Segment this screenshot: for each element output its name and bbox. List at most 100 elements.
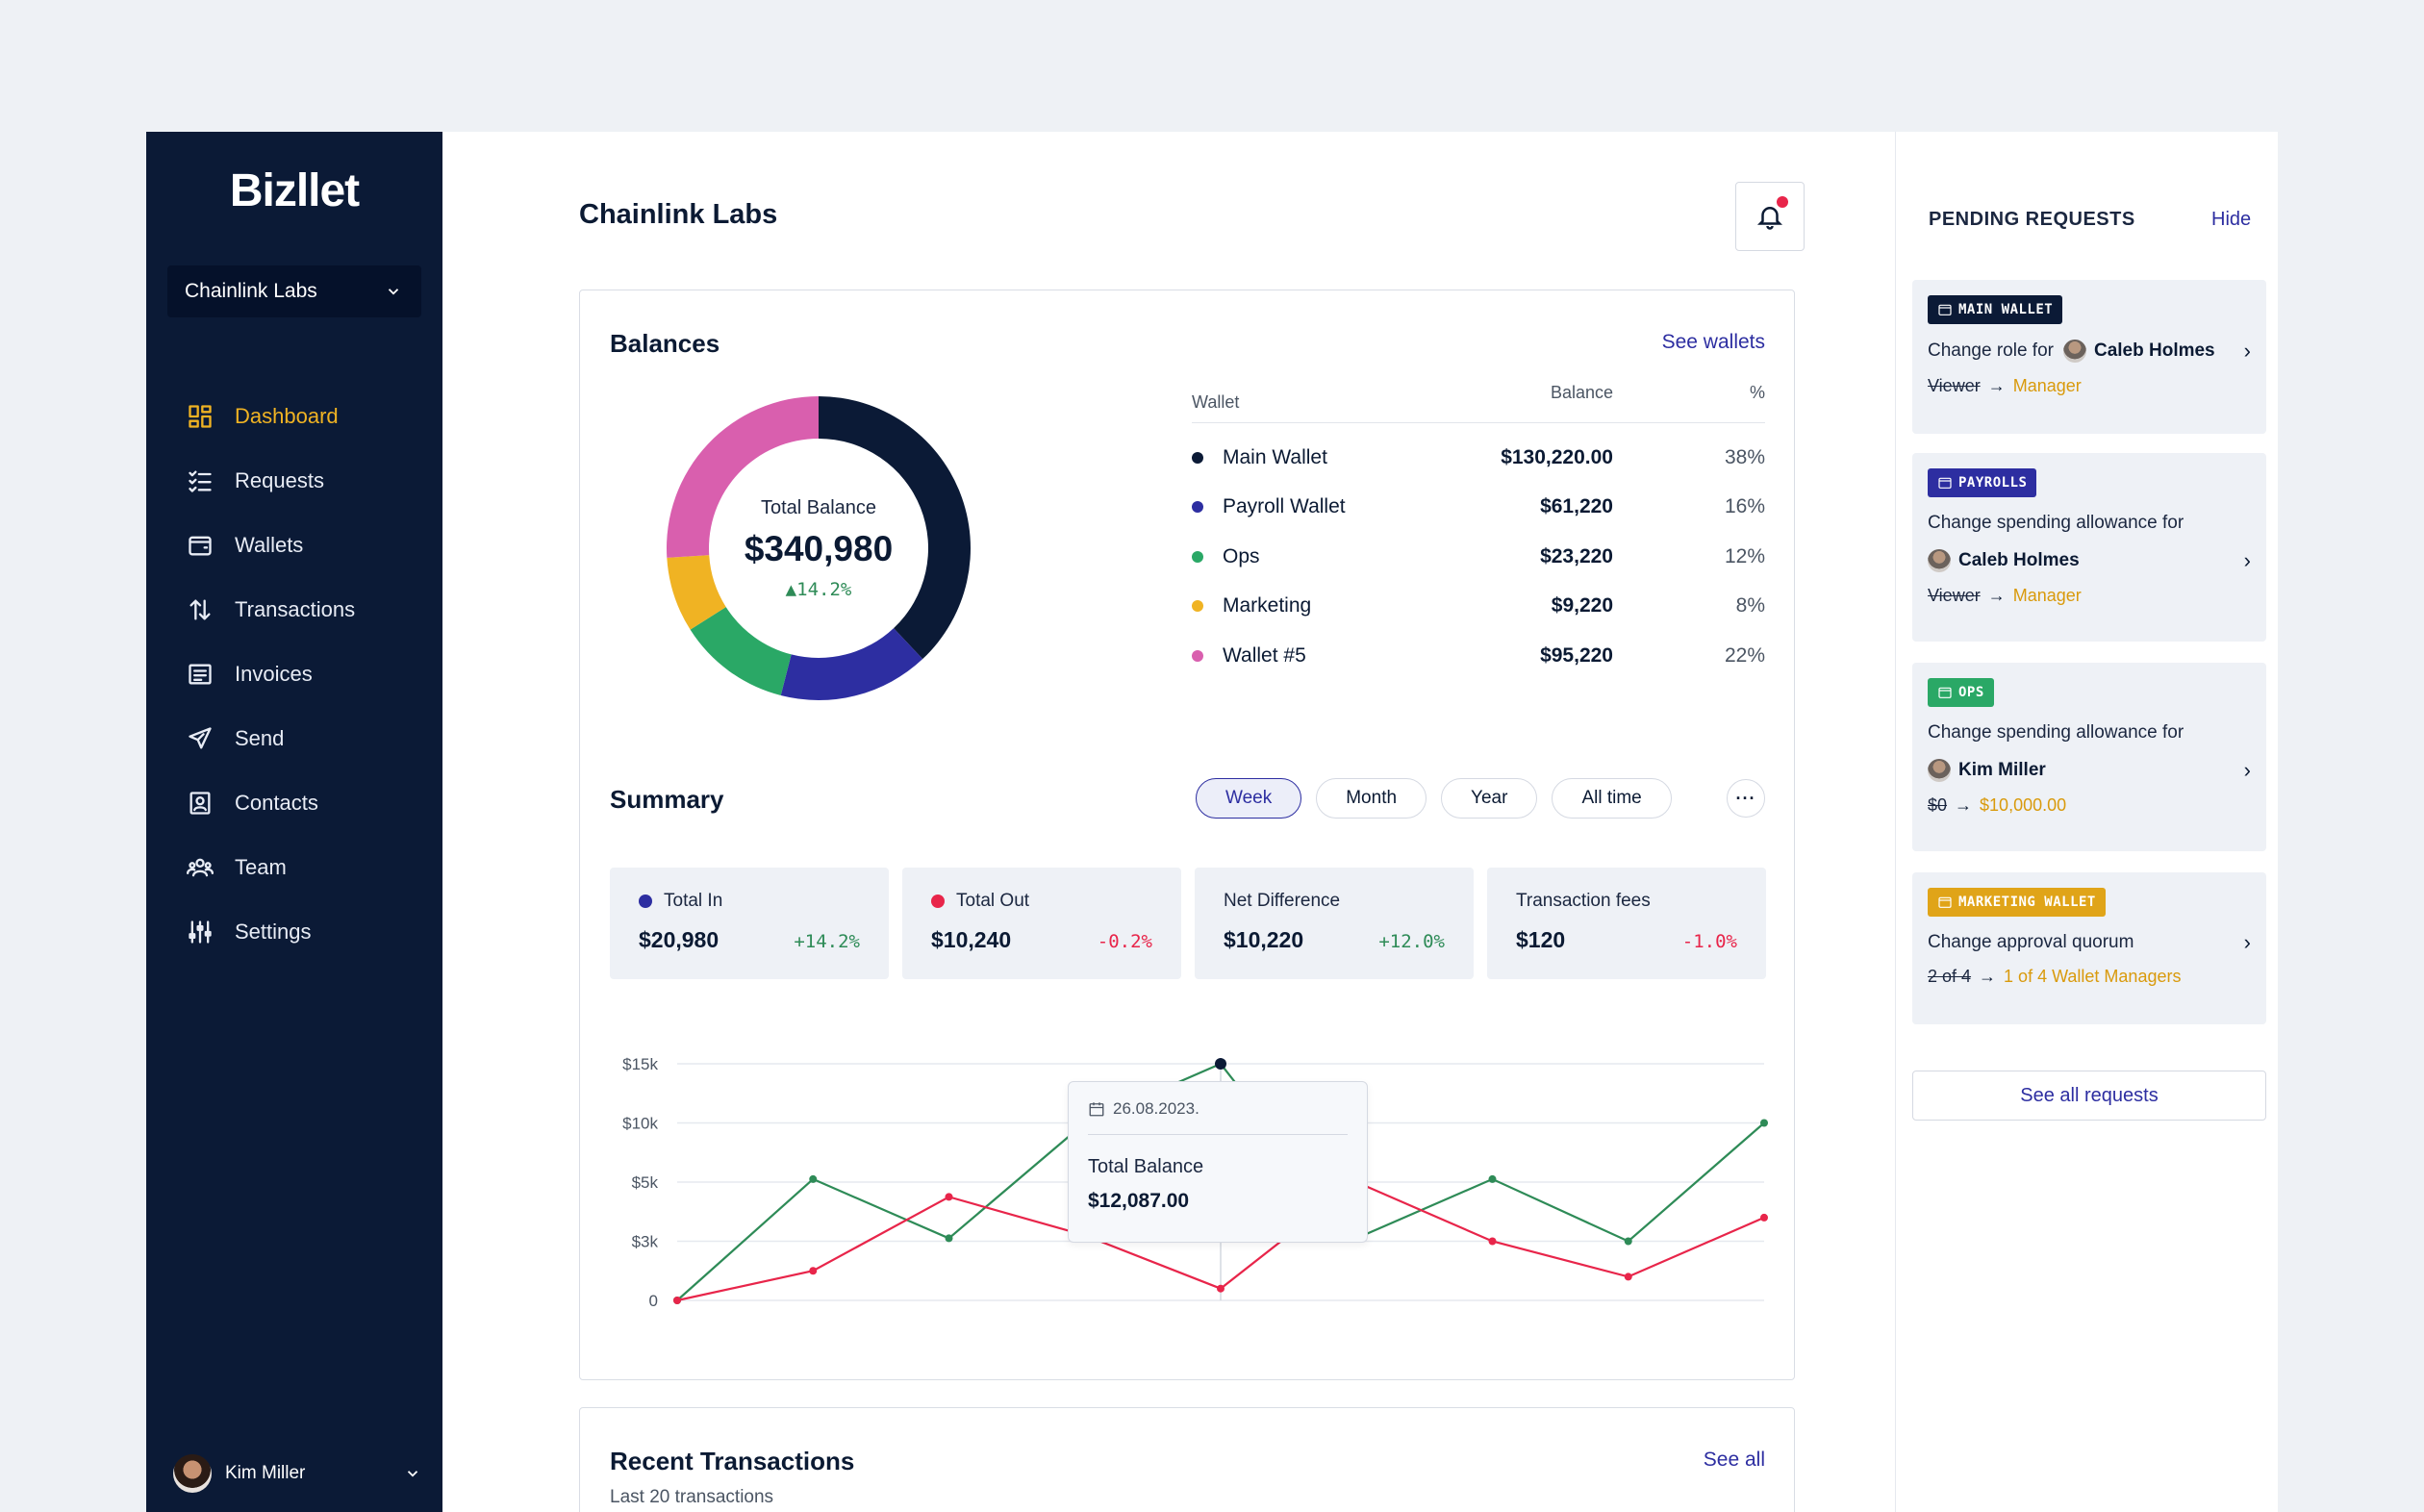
wallet-color-dot bbox=[1192, 550, 1203, 563]
wallet-row[interactable]: Ops $23,220 12% bbox=[1192, 532, 1765, 582]
data-point[interactable] bbox=[945, 1193, 953, 1201]
tab-week[interactable]: Week bbox=[1196, 778, 1302, 819]
sidebar-item-transactions[interactable]: Transactions bbox=[146, 577, 442, 642]
y-tick-label: $5k bbox=[632, 1173, 659, 1192]
tab-all-time[interactable]: All time bbox=[1552, 778, 1672, 819]
see-all-requests-button[interactable]: See all requests bbox=[1912, 1071, 2266, 1121]
arrow-right-icon: → bbox=[1987, 586, 2006, 605]
wallet-table-header: Wallet Balance % bbox=[1192, 383, 1765, 423]
tooltip-date: 26.08.2023. bbox=[1113, 1099, 1199, 1118]
notifications-button[interactable] bbox=[1735, 182, 1805, 251]
hover-point[interactable] bbox=[1215, 1058, 1226, 1070]
wallet-tag: PAYROLLS bbox=[1928, 468, 2037, 497]
pending-request-card[interactable]: MARKETING WALLET Change approval quorum › 2… bbox=[1912, 872, 2266, 1024]
summary-title: Summary bbox=[610, 785, 724, 814]
see-all-transactions-link[interactable]: See all bbox=[1703, 1449, 1765, 1471]
stat-color-dot bbox=[931, 895, 945, 908]
avatar bbox=[173, 1454, 212, 1493]
tab-year[interactable]: Year bbox=[1441, 778, 1538, 819]
request-change: 2 of 4 → 1 of 4 Wallet Managers bbox=[1928, 967, 2251, 987]
brand-logo[interactable]: Bizllet bbox=[229, 165, 360, 216]
donut-center: Total Balance $340,980 ▲14.2% bbox=[665, 394, 972, 702]
wallet-row[interactable]: Wallet #5 $95,220 22% bbox=[1192, 631, 1765, 681]
arrow-right-icon: → bbox=[1987, 376, 2006, 395]
stat-color-dot bbox=[639, 895, 652, 908]
sidebar-item-label: Transactions bbox=[235, 596, 356, 621]
requests-icon bbox=[187, 467, 214, 494]
wallet-tag-label: PAYROLLS bbox=[1958, 475, 2028, 491]
data-point[interactable] bbox=[673, 1297, 681, 1304]
transactions-icon bbox=[187, 596, 214, 623]
stat-title-row: Total In bbox=[639, 891, 860, 912]
summary-line-chart: 0 $3k $5k $10k $15k bbox=[622, 1055, 1768, 1310]
tab-month[interactable]: Month bbox=[1316, 778, 1427, 819]
data-point[interactable] bbox=[809, 1267, 818, 1275]
request-person-name: Caleb Holmes bbox=[1958, 550, 2080, 570]
more-horizontal-icon: ··· bbox=[1735, 788, 1756, 808]
request-change: $0 → $10,000.00 bbox=[1928, 795, 2251, 816]
request-person: Kim Miller › bbox=[1928, 758, 2251, 782]
sidebar-item-contacts[interactable]: Contacts bbox=[146, 770, 442, 835]
summary-stat-card: Total Out $10,240 -0.2% bbox=[902, 868, 1181, 979]
column-percent: % bbox=[1749, 383, 1765, 402]
wallet-row[interactable]: Marketing $9,220 8% bbox=[1192, 582, 1765, 632]
dashboard-icon bbox=[187, 403, 214, 430]
summary-stat-card: Transaction fees $120 -1.0% bbox=[1487, 868, 1766, 979]
organization-select[interactable]: Chainlink Labs bbox=[167, 265, 421, 317]
wallet-name-cell: Marketing bbox=[1192, 594, 1421, 617]
wallet-balance: $61,220 bbox=[1540, 495, 1613, 518]
wallet-icon bbox=[1938, 304, 1952, 315]
pending-requests-panel: PENDING REQUESTS Hide MAIN WALLET Change … bbox=[1896, 132, 2278, 1512]
request-change: Viewer → Manager bbox=[1928, 586, 2251, 606]
pending-request-card[interactable]: OPS Change spending allowance for Kim Mill… bbox=[1912, 663, 2266, 851]
sidebar-item-team[interactable]: Team bbox=[146, 835, 442, 899]
sidebar-item-wallets[interactable]: Wallets bbox=[146, 513, 442, 577]
wallet-tag: OPS bbox=[1928, 678, 1994, 707]
see-wallets-link[interactable]: See wallets bbox=[1661, 331, 1765, 353]
pending-request-card[interactable]: PAYROLLS Change spending allowance for Cal… bbox=[1912, 453, 2266, 642]
stat-title-row: Transaction fees bbox=[1516, 891, 1737, 912]
wallet-color-dot bbox=[1192, 451, 1203, 464]
sidebar-item-requests[interactable]: Requests bbox=[146, 448, 442, 513]
data-point[interactable] bbox=[1624, 1237, 1632, 1246]
sidebar-item-send[interactable]: Send bbox=[146, 706, 442, 770]
data-point[interactable] bbox=[1217, 1284, 1225, 1293]
stat-title-row: Net Difference bbox=[1224, 891, 1445, 912]
data-point[interactable] bbox=[1488, 1174, 1497, 1183]
wallet-percent: 16% bbox=[1724, 495, 1765, 518]
wallet-row[interactable]: Main Wallet $130,220.00 38% bbox=[1192, 433, 1765, 483]
sidebar-item-label: Send bbox=[235, 725, 285, 750]
invoice-icon bbox=[187, 661, 214, 688]
y-tick-label: 0 bbox=[649, 1292, 658, 1310]
settings-icon bbox=[187, 919, 214, 945]
pending-request-card[interactable]: MAIN WALLET Change role for Caleb Holmes › V… bbox=[1912, 280, 2266, 434]
sidebar-item-settings[interactable]: Settings bbox=[146, 899, 442, 964]
total-balance-change: ▲14.2% bbox=[785, 578, 852, 600]
more-options-button[interactable]: ··· bbox=[1727, 779, 1765, 818]
data-point[interactable] bbox=[1624, 1273, 1632, 1281]
hide-panel-button[interactable]: Hide bbox=[2211, 209, 2252, 230]
data-point[interactable] bbox=[1760, 1119, 1768, 1127]
arrow-right-icon: → bbox=[1955, 795, 1973, 815]
chevron-down-icon bbox=[407, 1471, 418, 1477]
data-point[interactable] bbox=[809, 1174, 818, 1183]
stat-label: Transaction fees bbox=[1516, 891, 1651, 911]
stat-value: $20,980 bbox=[639, 927, 720, 952]
total-balance-value: $340,980 bbox=[744, 528, 894, 568]
sidebar-item-label: Dashboard bbox=[235, 403, 339, 428]
data-point[interactable] bbox=[945, 1234, 953, 1243]
request-action: Change spending allowance for bbox=[1928, 722, 2184, 743]
user-menu[interactable]: Kim Miller bbox=[173, 1450, 421, 1497]
request-action: Change approval quorum bbox=[1928, 932, 2134, 952]
sidebar-item-dashboard[interactable]: Dashboard bbox=[146, 384, 442, 448]
contacts-icon bbox=[187, 790, 214, 817]
sidebar-item-invoices[interactable]: Invoices bbox=[146, 642, 442, 706]
wallet-color-dot bbox=[1192, 501, 1203, 514]
sidebar-item-label: Requests bbox=[235, 467, 324, 492]
wallet-row[interactable]: Payroll Wallet $61,220 16% bbox=[1192, 483, 1765, 533]
sidebar-nav: Dashboard Requests Wallets Transactions … bbox=[146, 384, 442, 964]
wallet-balance: $9,220 bbox=[1551, 594, 1613, 617]
data-point[interactable] bbox=[1488, 1237, 1497, 1246]
period-tabs: Week Month Year All time bbox=[1196, 778, 1672, 819]
data-point[interactable] bbox=[1760, 1213, 1768, 1222]
